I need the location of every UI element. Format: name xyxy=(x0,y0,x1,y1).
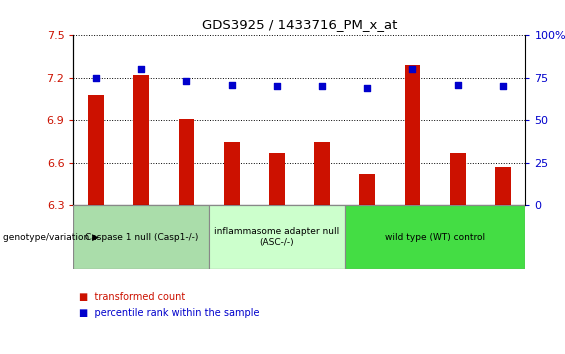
Text: inflammasome adapter null
(ASC-/-): inflammasome adapter null (ASC-/-) xyxy=(214,228,340,247)
Bar xyxy=(224,142,240,205)
Point xyxy=(408,67,417,72)
Bar xyxy=(405,65,420,205)
Bar xyxy=(359,174,375,205)
Point xyxy=(318,84,327,89)
Text: genotype/variation ▶: genotype/variation ▶ xyxy=(3,233,99,242)
Bar xyxy=(133,75,149,205)
Text: Caspase 1 null (Casp1-/-): Caspase 1 null (Casp1-/-) xyxy=(85,233,198,242)
Text: ■  transformed count: ■ transformed count xyxy=(79,292,185,302)
Bar xyxy=(495,167,511,205)
Bar xyxy=(88,95,104,205)
Point xyxy=(227,82,236,87)
Bar xyxy=(179,119,194,205)
Text: wild type (WT) control: wild type (WT) control xyxy=(385,233,485,242)
Bar xyxy=(450,153,466,205)
Point xyxy=(453,82,462,87)
Bar xyxy=(345,205,525,269)
Point xyxy=(92,75,101,81)
Bar xyxy=(314,142,330,205)
Title: GDS3925 / 1433716_PM_x_at: GDS3925 / 1433716_PM_x_at xyxy=(202,18,397,32)
Point xyxy=(272,84,281,89)
Point xyxy=(498,84,507,89)
Point xyxy=(363,85,372,91)
Bar xyxy=(269,153,285,205)
Point xyxy=(137,67,146,72)
Bar xyxy=(73,205,209,269)
Point xyxy=(182,79,191,84)
Bar xyxy=(209,205,345,269)
Text: ■  percentile rank within the sample: ■ percentile rank within the sample xyxy=(79,308,259,318)
